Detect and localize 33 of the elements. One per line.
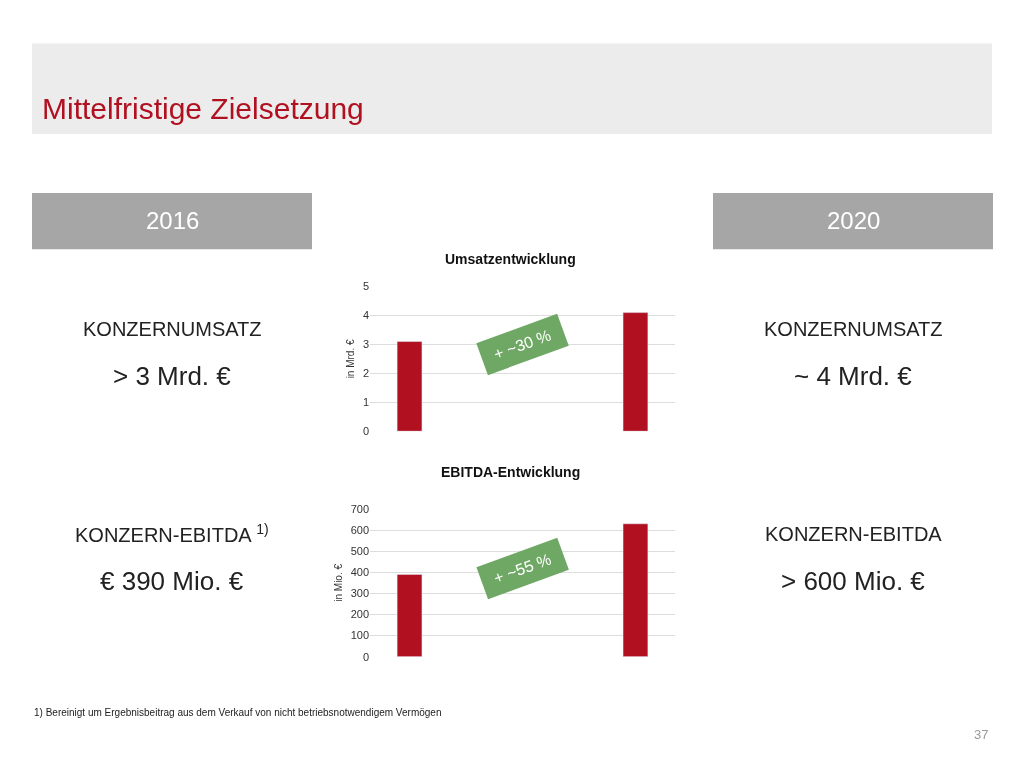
text: 37: [974, 727, 989, 742]
y-tick-label: 0: [362, 650, 369, 663]
text: 1) Bereinigt um Ergebnisbeitrag aus dem Verkauf von nicht betriebsnotwendigem Vermögen: [34, 707, 442, 718]
chart-title: EBITDA-Entwicklung: [441, 464, 581, 480]
y-tick-label: 3: [362, 338, 369, 351]
y-tick-label: 200: [350, 608, 369, 621]
text: 2016: [146, 207, 200, 234]
y-tick-label: 2: [362, 367, 369, 380]
y-tick-label: 100: [350, 629, 369, 642]
text: Mittelfristige Zielsetzung: [42, 92, 364, 125]
y-tick-label: 300: [350, 587, 369, 600]
y-tick-label: 4: [362, 309, 369, 322]
y-tick-label: 700: [350, 502, 369, 515]
y-tick-label: 400: [350, 566, 369, 579]
y-axis-title: in Mrd. €: [344, 339, 356, 379]
y-tick-label: 5: [362, 280, 369, 293]
text: € 390 Mio. €: [100, 566, 244, 596]
y-tick-label: 500: [350, 545, 369, 558]
y-tick-label: 600: [350, 523, 369, 536]
y-tick-label: 1: [362, 396, 369, 409]
text: > 600 Mio. €: [781, 566, 926, 596]
chart-title: Umsatzentwicklung: [445, 251, 576, 267]
text: KONZERNUMSATZ: [83, 318, 262, 340]
text: 2020: [827, 207, 881, 234]
y-axis-title: in Mio. €: [332, 563, 344, 602]
text: > 3 Mrd. €: [113, 361, 232, 391]
text: KONZERN-EBITDA: [765, 523, 943, 545]
annotation: + ~55 %: [487, 548, 558, 589]
text: ~ 4 Mrd. €: [794, 361, 913, 391]
text: KONZERNUMSATZ: [764, 318, 943, 340]
annotation: + ~30 %: [487, 324, 558, 365]
y-tick-label: 0: [362, 425, 369, 438]
text: KONZERN-EBITDA $^{1)}$: [75, 521, 269, 547]
